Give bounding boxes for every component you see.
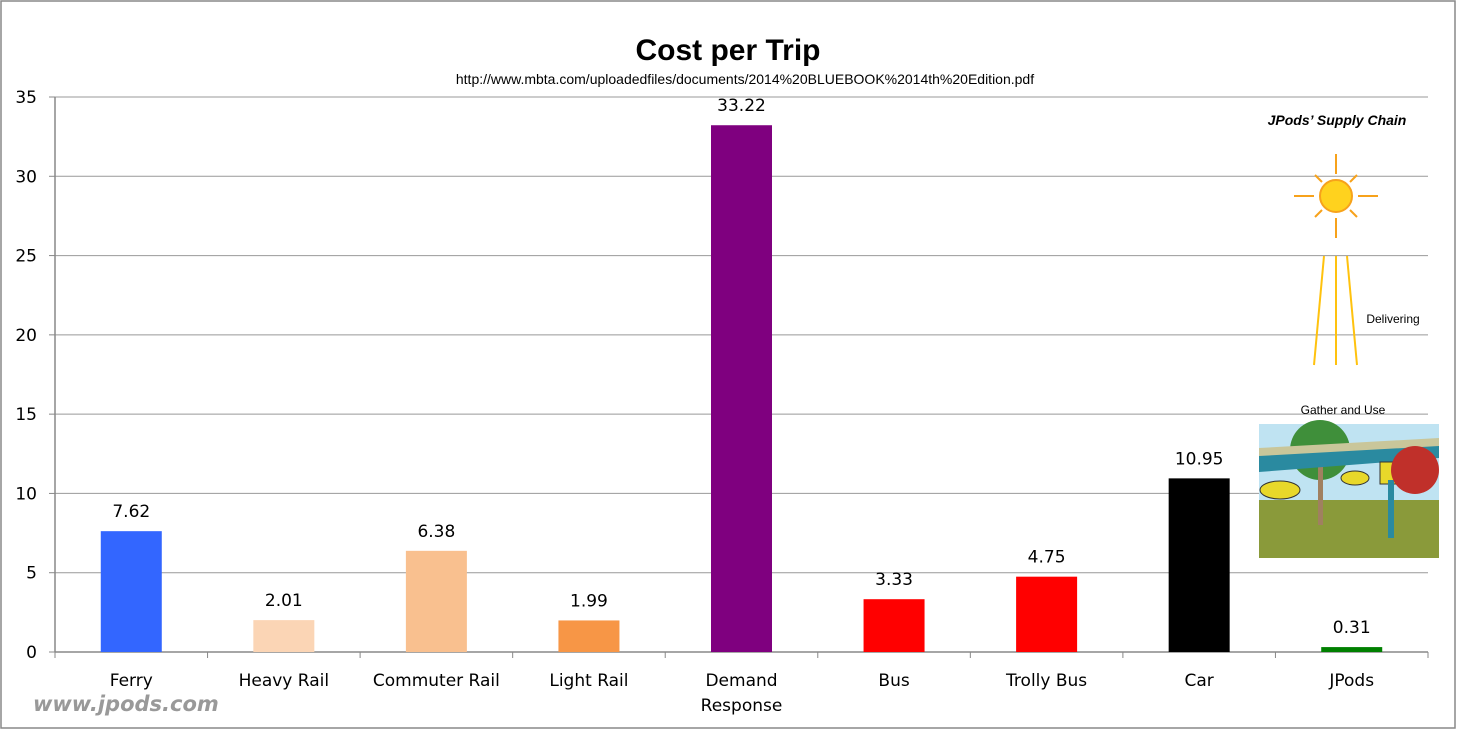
rays-icon bbox=[1313, 255, 1358, 366]
chart-title: Cost per Trip bbox=[635, 34, 820, 67]
data-label: 2.01 bbox=[265, 591, 303, 611]
x-tick-label: Heavy Rail bbox=[239, 671, 330, 691]
bar bbox=[100, 531, 162, 652]
bar bbox=[253, 620, 315, 652]
bar bbox=[405, 550, 467, 652]
y-tick-label: 20 bbox=[15, 326, 37, 346]
data-label: 10.95 bbox=[1175, 449, 1224, 469]
inset-gather: Gather and Use bbox=[1301, 403, 1386, 417]
x-tick-label: Demand bbox=[705, 671, 777, 691]
watermark: www.jpods.com bbox=[33, 692, 219, 716]
bar bbox=[711, 125, 772, 653]
y-tick-label: 25 bbox=[15, 247, 37, 267]
jpods-rail-image bbox=[1259, 420, 1439, 558]
y-tick-label: 10 bbox=[15, 484, 37, 504]
y-tick-label: 30 bbox=[15, 167, 37, 187]
inset-delivering: Delivering bbox=[1366, 312, 1419, 326]
x-tick-label: Commuter Rail bbox=[373, 671, 500, 691]
inset-title: JPods’ Supply Chain bbox=[1268, 112, 1407, 128]
x-tick-label: JPods bbox=[1328, 671, 1374, 691]
chart-subtitle: http://www.mbta.com/uploadedfiles/docume… bbox=[456, 71, 1034, 87]
y-tick-label: 35 bbox=[15, 88, 37, 108]
x-tick-label: Response bbox=[701, 696, 783, 716]
data-label: 4.75 bbox=[1028, 548, 1066, 568]
data-label: 0.31 bbox=[1333, 618, 1371, 638]
data-label: 33.22 bbox=[717, 96, 766, 116]
x-tick-label: Ferry bbox=[110, 671, 153, 691]
data-label: 1.99 bbox=[570, 591, 608, 611]
bar bbox=[1168, 478, 1230, 652]
bar bbox=[863, 599, 925, 652]
x-tick-label: Bus bbox=[878, 671, 909, 691]
sun-icon bbox=[1294, 154, 1378, 238]
supply-chain-inset: JPods’ Supply Chain Delivering Gather an… bbox=[1259, 112, 1439, 558]
y-tick-label: 5 bbox=[26, 564, 37, 584]
y-tick-label: 0 bbox=[26, 643, 37, 663]
data-label: 7.62 bbox=[112, 502, 150, 522]
data-label: 6.38 bbox=[417, 522, 455, 542]
x-tick-label: Trolly Bus bbox=[1005, 671, 1087, 691]
x-tick-label: Car bbox=[1185, 671, 1214, 691]
x-tick-label: Light Rail bbox=[549, 671, 628, 691]
bar bbox=[1321, 647, 1383, 652]
y-tick-label: 15 bbox=[15, 405, 37, 425]
data-label: 3.33 bbox=[875, 570, 913, 590]
bar bbox=[558, 620, 620, 652]
bar bbox=[1016, 576, 1078, 652]
